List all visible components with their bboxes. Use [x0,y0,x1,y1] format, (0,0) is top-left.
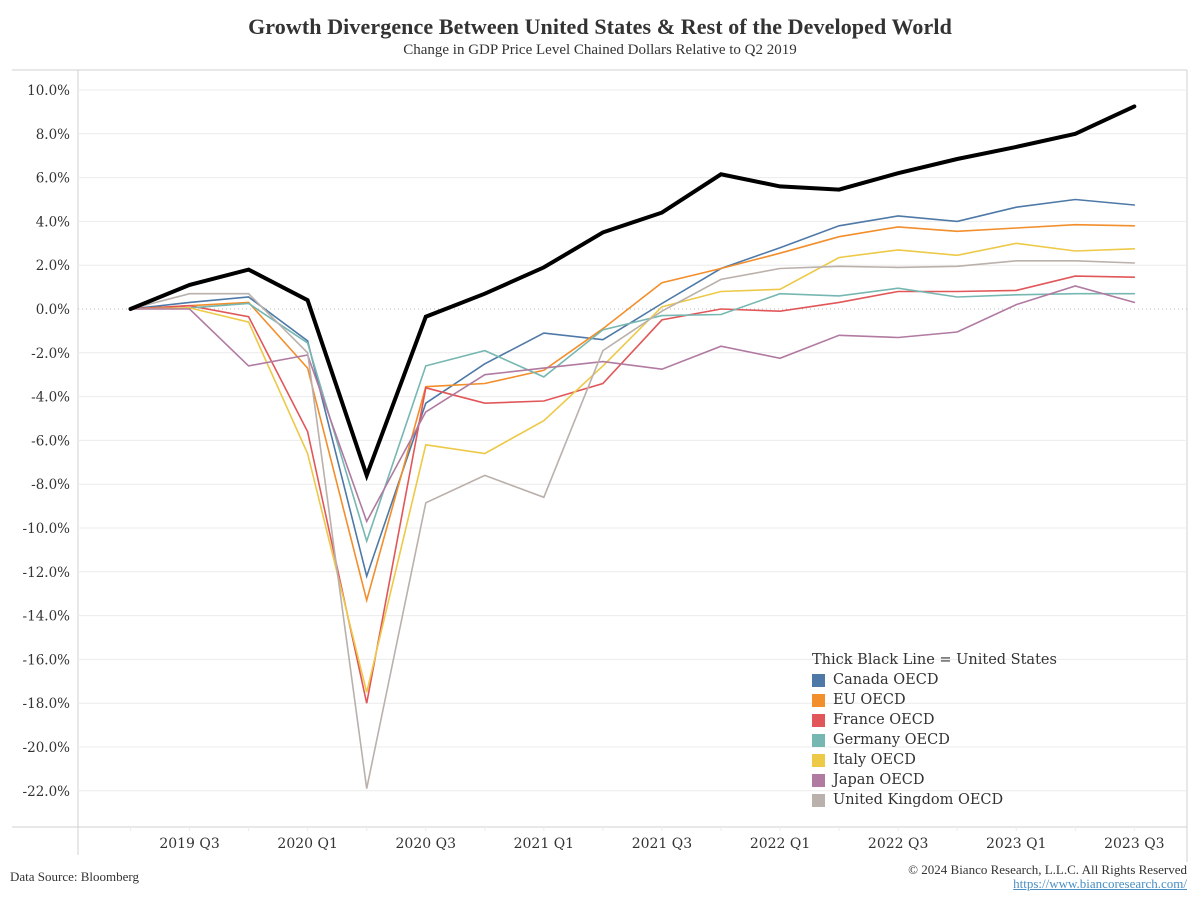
copyright: © 2024 Bianco Research, L.L.C. All Right… [908,862,1187,877]
series-line-germany [129,287,1136,544]
legend-item-eu[interactable]: EU OECD [812,690,1057,710]
legend-swatch-france [812,713,825,727]
y-tick-label: 2.0% [36,258,70,274]
legend-swatch-germany [812,733,825,747]
footer-credits: © 2024 Bianco Research, L.L.C. All Right… [908,863,1187,891]
legend-title: Thick Black Line = United States [812,652,1057,668]
x-tick-label: 2023 Q1 [986,836,1046,852]
legend-swatch-japan [812,773,825,787]
legend-label: United Kingdom OECD [833,792,1004,808]
legend-label: Japan OECD [833,772,925,788]
series-line-japan [129,285,1136,524]
y-tick-label: -6.0% [31,433,70,449]
y-tick-label: -20.0% [23,740,71,756]
series-line-france [129,275,1136,704]
y-tick-label: 10.0% [27,83,70,99]
x-tick-label: 2020 Q3 [396,836,456,852]
legend-swatch-canada [812,673,825,687]
x-tick-label: 2022 Q1 [750,836,810,852]
legend-item-united-kingdom[interactable]: United Kingdom OECD [812,790,1057,810]
legend-label: France OECD [833,712,935,728]
legend-label: EU OECD [833,692,906,708]
chart-title: Growth Divergence Between United States … [248,14,952,39]
x-tick-label: 2021 Q3 [632,836,692,852]
website-link[interactable]: https://www.biancoresearch.com/ [1013,876,1187,891]
legend-item-japan[interactable]: Japan OECD [812,770,1057,790]
legend-item-italy[interactable]: Italy OECD [812,750,1057,770]
x-tick-label: 2022 Q3 [868,836,928,852]
legend-item-canada[interactable]: Canada OECD [812,670,1057,690]
legend-item-germany[interactable]: Germany OECD [812,730,1057,750]
legend-swatch-eu [812,693,825,707]
legend-label: Italy OECD [833,752,916,768]
y-tick-label: -2.0% [31,346,70,362]
y-tick-label: 8.0% [36,127,70,143]
data-source: Data Source: Bloomberg [10,869,140,884]
y-tick-label: -12.0% [23,565,71,581]
y-axis-ticks: 10.0% 8.0% 6.0% 4.0% 2.0% 0.0% -2.0% -4.0% -6.0%… [23,83,71,800]
legend-label: Germany OECD [833,732,950,748]
legend: Thick Black Line = United States Canada … [812,652,1057,810]
y-tick-label: -10.0% [23,521,71,537]
y-tick-label: -18.0% [23,696,71,712]
series-line-eu [129,223,1136,604]
legend-label: Canada OECD [833,672,939,688]
legend-swatch-united-kingdom [812,793,825,807]
x-tick-label: 2023 Q3 [1104,836,1164,852]
x-tick-label: 2020 Q1 [277,836,337,852]
series-line-united-states [128,104,1137,482]
y-tick-label: -22.0% [23,784,71,800]
legend-item-france[interactable]: France OECD [812,710,1057,730]
y-tick-label: -4.0% [31,390,70,406]
y-tick-label: 4.0% [36,214,70,230]
y-tick-label: -16.0% [23,652,71,668]
chart-subtitle: Change in GDP Price Level Chained Dollar… [403,42,797,58]
series-line-italy [129,242,1136,693]
legend-swatch-italy [812,753,825,767]
y-tick-label: 0.0% [36,302,70,318]
x-tick-label: 2019 Q3 [159,836,219,852]
x-tick-label: 2021 Q1 [514,836,574,852]
y-tick-label: -8.0% [31,477,70,493]
y-tick-label: 6.0% [36,171,70,187]
chart-frame [12,69,1188,862]
series-line-canada [129,198,1136,580]
series-line-united-kingdom [129,259,1136,789]
x-axis-ticks: 2019 Q3 2020 Q1 2020 Q3 2021 Q1 2021 Q3 2022 … [130,827,1165,852]
series-lines [128,104,1137,789]
y-tick-label: -14.0% [23,609,71,625]
